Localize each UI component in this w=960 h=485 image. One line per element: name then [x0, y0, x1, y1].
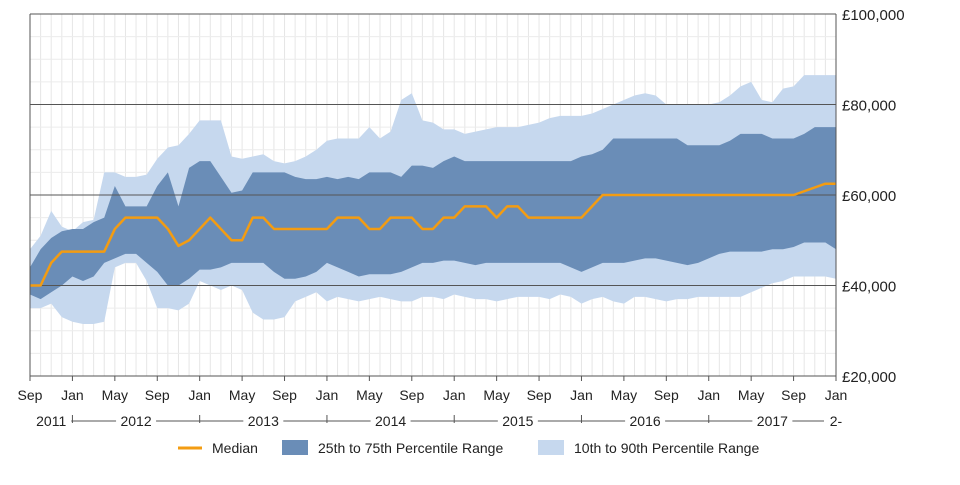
- year-label: 2-: [830, 413, 843, 429]
- median-line-layer: [30, 182, 836, 287]
- p25-p75-band-layer: [30, 127, 836, 300]
- year-label: 2015: [502, 413, 533, 429]
- year-label: 2011: [36, 413, 66, 429]
- x-tick-label: Sep: [781, 387, 806, 403]
- y-tick-label: £60,000: [842, 188, 896, 205]
- legend-iqr-swatch: [282, 440, 308, 455]
- year-label-bg: [824, 412, 848, 428]
- year-label-bg: [243, 412, 284, 428]
- x-tick-label: May: [611, 387, 637, 403]
- year-label: 2014: [375, 413, 406, 429]
- year-label-bg: [752, 412, 793, 428]
- median-line: [30, 182, 836, 287]
- x-tick-label: Sep: [272, 387, 297, 403]
- year-label-bg: [625, 412, 666, 428]
- year-axis: 2011 2012 2013 2014 2015 2016 2017 2-: [31, 412, 848, 429]
- y-tick-label: £20,000: [842, 369, 896, 386]
- x-tick-label: Jan: [570, 387, 593, 403]
- x-tick-label: May: [356, 387, 382, 403]
- x-tick-label: Sep: [18, 387, 43, 403]
- x-tick-label: Sep: [145, 387, 170, 403]
- x-tick-label: Jan: [697, 387, 720, 403]
- x-axis-ticks: Sep Jan May Sep Jan May Sep Jan May Sep Jan May Sep J…: [18, 376, 848, 403]
- year-label-bg: [370, 412, 411, 428]
- legend: Median 25th to 75th Percentile Range 10t…: [178, 440, 759, 456]
- x-tick-label: Jan: [443, 387, 466, 403]
- legend-median-label: Median: [212, 440, 258, 456]
- x-tick-label: Sep: [527, 387, 552, 403]
- x-tick-label: Jan: [825, 387, 848, 403]
- p25-p75-band: [30, 127, 836, 300]
- axes: [29, 14, 837, 376]
- year-label: 2013: [248, 413, 279, 429]
- legend-p10-p90-label: 10th to 90th Percentile Range: [574, 440, 759, 456]
- x-tick-label: Jan: [188, 387, 211, 403]
- x-tick-label: May: [102, 387, 128, 403]
- year-label-bg: [31, 412, 72, 428]
- y-tick-label: £40,000: [842, 279, 896, 296]
- year-label: 2017: [757, 413, 788, 429]
- x-tick-label: May: [229, 387, 255, 403]
- x-tick-label: May: [483, 387, 509, 403]
- x-tick-label: Jan: [61, 387, 84, 403]
- year-label: 2012: [120, 413, 151, 429]
- year-label: 2016: [630, 413, 661, 429]
- x-tick-label: Sep: [399, 387, 424, 403]
- year-label-bg: [116, 412, 157, 428]
- x-tick-label: Sep: [654, 387, 679, 403]
- legend-iqr-label: 25th to 75th Percentile Range: [318, 440, 503, 456]
- y-axis-ticks: £20,000 £40,000 £60,000 £80,000 £100,000: [842, 7, 905, 386]
- x-tick-label: Jan: [316, 387, 339, 403]
- year-label-bg: [497, 412, 538, 428]
- x-tick-label: May: [738, 387, 764, 403]
- y-tick-label: £80,000: [842, 98, 896, 115]
- legend-p10-p90-swatch: [538, 440, 564, 455]
- y-tick-label: £100,000: [842, 7, 905, 24]
